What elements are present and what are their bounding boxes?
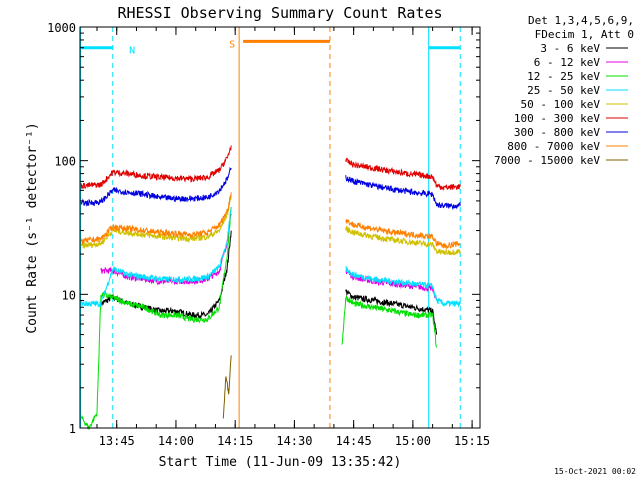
series-line-2-seg-0 [80,206,232,430]
legend-label-7: 800 - 7000 keV [507,140,600,153]
x-tick-label: 14:15 [217,434,253,448]
legend-label-2: 12 - 25 keV [527,70,600,83]
legend-label-8: 7000 - 15000 keV [494,154,600,167]
series-line-4-seg-1 [345,225,461,256]
y-tick-label: 1 [69,422,76,436]
series-line-3-seg-1 [345,265,461,308]
series-line-2-seg-1 [341,295,438,348]
series-line-7-seg-1 [345,219,461,251]
legend-label-3: 25 - 50 keV [527,84,600,97]
series-line-1-seg-1 [345,269,438,301]
series-line-7-seg-0 [80,192,232,245]
y-tick-label: 1000 [47,21,76,35]
series-line-5-seg-1 [345,157,461,191]
flag-label-1: S [229,39,235,50]
x-tick-label: 15:15 [454,434,490,448]
x-tick-label: 14:00 [158,434,194,448]
series-line-3-seg-0 [80,206,232,308]
legend-header-1: Det 1,3,4,5,6,9, [528,14,634,27]
legend-label-0: 3 - 6 keV [540,42,600,55]
series-line-0-seg-1 [345,289,438,335]
x-tick-label: 15:00 [395,434,431,448]
legend-label-1: 6 - 12 keV [534,56,601,69]
series-line-6-seg-1 [345,175,461,211]
x-axis-label: Start Time (11-Jun-09 13:35:42) [159,455,402,470]
x-tick-label: 13:45 [99,434,135,448]
series-line-4-seg-0 [80,195,232,249]
x-tick-label: 14:30 [276,434,312,448]
flag-label-0: N [129,46,135,57]
footer-date: 15-Oct-2021 00:02 [554,467,636,476]
chart-title: RHESSI Observing Summary Count Rates [117,4,442,22]
series-line-1-seg-0 [100,213,232,286]
legend-label-5: 100 - 300 keV [514,112,600,125]
legend-header-2: FDecim 1, Att 0 [535,28,634,41]
series-line-6-seg-0 [80,166,232,207]
x-tick-label: 14:45 [336,434,372,448]
series-line-5-seg-0 [80,145,232,189]
legend-label-4: 50 - 100 keV [521,98,601,111]
y-tick-label: 100 [54,155,76,169]
plot-frame [79,26,481,429]
series-line-8-seg-0 [222,355,232,419]
y-axis-label: Count Rate (s⁻¹ detector⁻¹) [25,122,40,333]
y-tick-label: 10 [62,288,76,302]
legend-label-6: 300 - 800 keV [514,126,600,139]
